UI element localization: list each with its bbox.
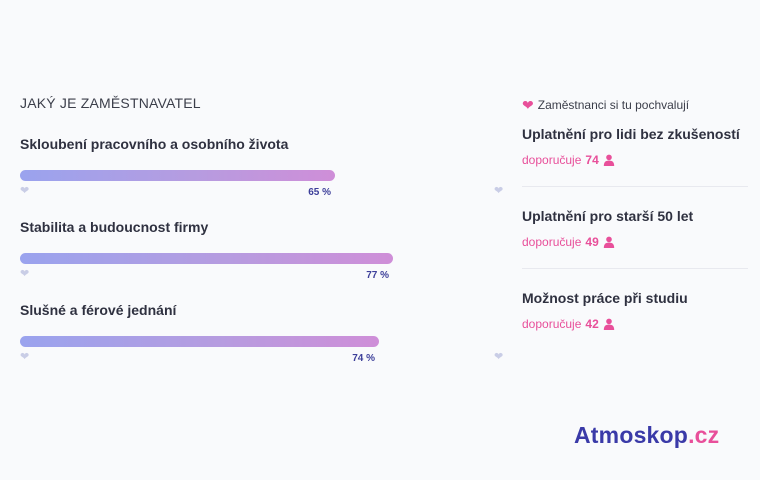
rating-bar <box>20 336 379 347</box>
person-icon <box>603 318 614 330</box>
rating-bar <box>20 253 393 264</box>
divider <box>522 268 748 269</box>
person-icon <box>603 154 614 166</box>
recommend-number: 74 <box>585 153 599 167</box>
heart-icon: ❤ <box>494 351 504 363</box>
heart-icon: ❤ <box>522 97 534 113</box>
rating-percent: 77 % <box>366 270 389 281</box>
rating-row: Slušné a férové jednání 74 % ❤ ❤ <box>20 302 506 382</box>
divider <box>522 186 748 187</box>
recommend-prefix: doporučuje <box>522 153 582 167</box>
person-icon <box>603 236 614 248</box>
recommend-count: doporučuje 74 <box>522 153 615 167</box>
praise-item[interactable]: Možnost práce při studiu doporučuje 42 <box>522 290 748 370</box>
section-title: JAKÝ JE ZAMĚSTNAVATEL <box>20 95 201 111</box>
recommend-count: doporučuje 49 <box>522 235 615 249</box>
praise-header: ❤ Zaměstnanci si tu pochvalují <box>522 98 689 112</box>
praise-title: Uplatnění pro lidi bez zkušeností <box>522 126 740 142</box>
rating-label: Skloubení pracovního a osobního života <box>20 136 289 152</box>
heart-icon: ❤ <box>494 185 504 197</box>
recommend-prefix: doporučuje <box>522 235 582 249</box>
rating-bar <box>20 170 335 181</box>
heart-icon: ❤ <box>20 185 30 197</box>
rating-percent: 74 % <box>352 353 375 364</box>
rating-percent: 65 % <box>308 187 331 198</box>
praise-item[interactable]: Uplatnění pro starší 50 let doporučuje 4… <box>522 208 748 288</box>
logo-main: Atmoskop <box>574 422 689 448</box>
rating-track: 65 % <box>20 170 486 198</box>
recommend-number: 42 <box>585 317 599 331</box>
heart-icon: ❤ <box>20 351 30 363</box>
rating-label: Slušné a férové jednání <box>20 302 177 318</box>
brand-logo[interactable]: Atmoskop.cz <box>574 422 719 449</box>
rating-row: Skloubení pracovního a osobního života 6… <box>20 136 506 216</box>
praise-title: Možnost práce při studiu <box>522 290 688 306</box>
recommend-prefix: doporučuje <box>522 317 582 331</box>
rating-label: Stabilita a budoucnost firmy <box>20 219 209 235</box>
praise-item[interactable]: Uplatnění pro lidi bez zkušeností doporu… <box>522 126 748 206</box>
recommend-number: 49 <box>585 235 599 249</box>
praise-title: Uplatnění pro starší 50 let <box>522 208 694 224</box>
recommend-count: doporučuje 42 <box>522 317 615 331</box>
praise-header-text: Zaměstnanci si tu pochvalují <box>537 98 690 112</box>
logo-suffix: .cz <box>688 422 720 448</box>
rating-track: 74 % <box>20 336 486 364</box>
rating-row: Stabilita a budoucnost firmy 77 % ❤ <box>20 219 506 299</box>
rating-track: 77 % <box>20 253 486 281</box>
heart-icon: ❤ <box>20 268 30 280</box>
